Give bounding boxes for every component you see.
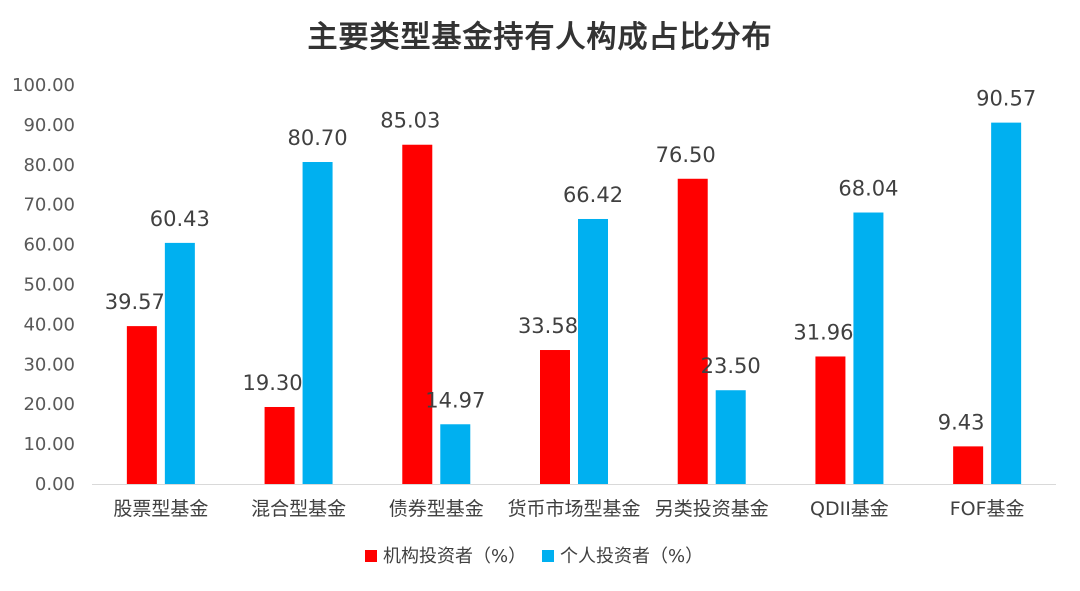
individual-bar [715, 390, 746, 484]
x-tick-label: 混合型基金 [251, 498, 346, 520]
y-tick-label: 10.00 [23, 434, 75, 455]
y-tick-label: 40.00 [23, 314, 75, 335]
y-axis: 0.00 10.00 20.00 30.00 40.00 50.00 60.00 70.00 8… [12, 75, 75, 495]
data-label: 66.42 [563, 183, 623, 207]
legend: 机构投资者（%） 个人投资者（%） [365, 546, 703, 567]
data-label: 19.30 [243, 371, 303, 395]
individual-bar [991, 122, 1022, 484]
individual-bar [440, 424, 471, 484]
x-tick-label: 债券型基金 [389, 498, 484, 520]
y-tick-label: 60.00 [23, 235, 75, 256]
institutional-bar [402, 144, 433, 485]
data-label: 23.50 [701, 354, 761, 378]
legend-swatch [365, 550, 377, 562]
y-tick-label: 90.00 [23, 115, 75, 136]
chart-title: 主要类型基金持有人构成占比分布 [307, 20, 773, 55]
institutional-bar [264, 406, 295, 484]
y-tick-label: 30.00 [23, 354, 75, 375]
data-label: 33.58 [518, 314, 578, 338]
legend-label: 个人投资者（%） [560, 546, 703, 567]
data-label: 76.50 [656, 143, 716, 167]
individual-bar [302, 162, 333, 484]
x-axis: 股票型基金 混合型基金 债券型基金 货币市场型基金 另类投资基金 QDII基金 FOF基金 [92, 484, 1056, 520]
data-labels: 39.57 60.43 19.30 80.70 85.03 14.97 33.58 66.42… [105, 87, 1036, 435]
data-label: 14.97 [425, 388, 485, 412]
data-label: 90.57 [976, 87, 1036, 111]
y-tick-label: 70.00 [23, 195, 75, 216]
institutional-bar [815, 356, 846, 484]
x-tick-label: 货币市场型基金 [507, 498, 640, 520]
institutional-bar [126, 326, 157, 484]
individual-bar [578, 218, 608, 485]
data-label: 39.57 [105, 290, 165, 314]
x-tick-label: 另类投资基金 [655, 498, 769, 520]
data-label: 31.96 [793, 320, 853, 344]
data-label: 68.04 [838, 177, 898, 201]
data-label: 9.43 [938, 410, 985, 434]
y-tick-label: 20.00 [23, 394, 75, 415]
individual-bar [164, 242, 195, 484]
y-tick-label: 0.00 [35, 474, 75, 495]
bars [126, 122, 1022, 485]
institutional-bar [953, 446, 984, 484]
y-tick-label: 50.00 [23, 275, 75, 296]
data-label: 80.70 [288, 126, 348, 150]
data-label: 85.03 [380, 109, 440, 133]
y-tick-label: 80.00 [23, 155, 75, 176]
individual-bar [853, 212, 884, 485]
data-label: 60.43 [150, 207, 210, 231]
legend-label: 机构投资者（%） [383, 546, 526, 567]
y-tick-label: 100.00 [12, 75, 75, 96]
x-tick-label: 股票型基金 [113, 498, 208, 520]
institutional-bar [677, 178, 708, 484]
x-tick-label: FOF基金 [950, 498, 1025, 520]
legend-swatch [542, 550, 554, 562]
institutional-bar [540, 350, 570, 484]
x-tick-label: QDII基金 [810, 498, 889, 520]
